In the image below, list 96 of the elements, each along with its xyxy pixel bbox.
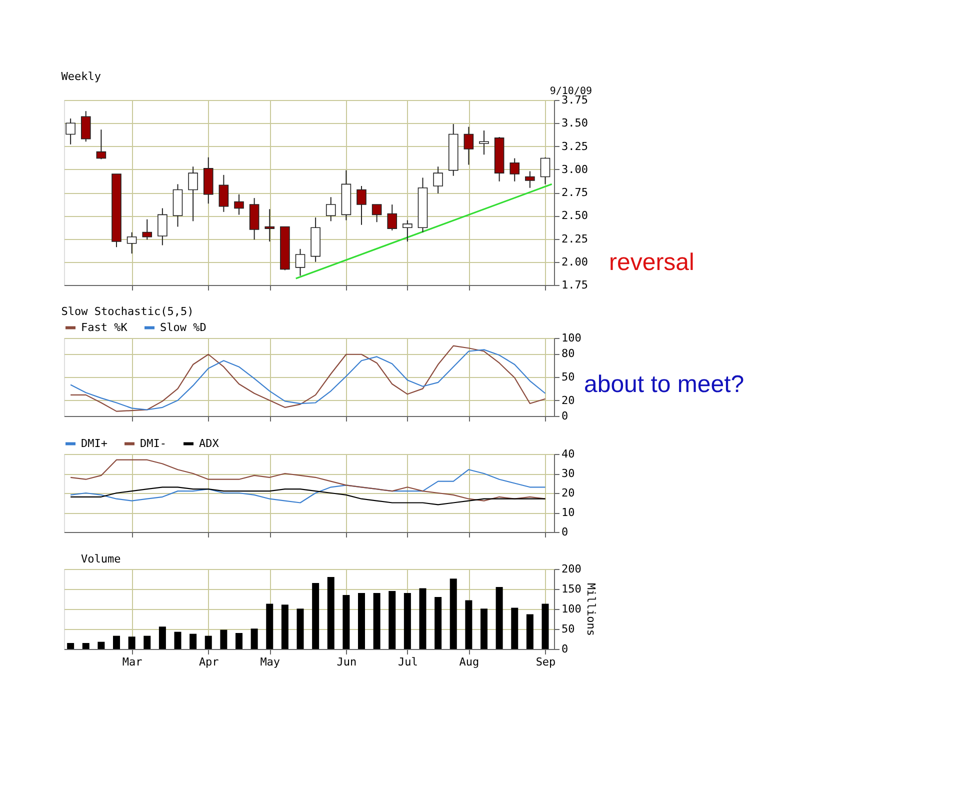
y-tick-label: 3.50 xyxy=(562,116,588,130)
x-tick-label: Jul xyxy=(398,656,418,668)
y-axis-title: Millions xyxy=(584,583,598,636)
bar xyxy=(266,604,274,649)
y-tick-label: 100 xyxy=(562,602,582,616)
x-tick-label: Mar xyxy=(122,656,143,668)
y-tick-label: 10 xyxy=(562,506,575,519)
bar xyxy=(158,626,166,649)
y-tick-label: 3.25 xyxy=(562,140,588,153)
candlestick xyxy=(264,208,275,242)
candlestick xyxy=(402,220,412,242)
candlestick xyxy=(142,218,152,240)
bar xyxy=(450,578,457,649)
bar xyxy=(358,593,365,649)
bar xyxy=(204,636,212,649)
chart-title: Weekly xyxy=(61,70,102,83)
legend-label: Fast %K xyxy=(81,320,128,334)
legend-label: DMI+ xyxy=(81,436,108,450)
y-tick-label: 0 xyxy=(562,410,568,422)
bar xyxy=(342,595,350,649)
bar xyxy=(82,643,90,649)
y-tick-label: 2.75 xyxy=(562,186,588,199)
chart-title: Slow Stochastic(5,5) xyxy=(61,305,194,318)
bar xyxy=(542,604,549,649)
candlestick xyxy=(510,158,520,182)
candlestick xyxy=(188,166,198,222)
y-tick-label: 2.25 xyxy=(562,232,588,246)
bar xyxy=(388,591,396,649)
text: about to meet? xyxy=(584,370,744,398)
x-tick-label: Jun xyxy=(336,656,357,668)
y-tick-label: 200 xyxy=(562,562,582,576)
bar xyxy=(373,593,380,649)
bar xyxy=(236,633,242,649)
y-tick-label: 50 xyxy=(562,370,575,384)
y-tick-label: 3.75 xyxy=(562,94,588,106)
bar xyxy=(98,642,105,649)
bar xyxy=(250,628,258,649)
candlestick xyxy=(295,248,306,276)
x-tick-label: May xyxy=(260,656,280,668)
x-tick-label: Apr xyxy=(198,656,220,668)
y-tick-label: 0 xyxy=(562,642,568,656)
bar xyxy=(526,614,534,649)
bar xyxy=(190,634,197,649)
bar xyxy=(404,593,411,649)
y-tick-label: 20 xyxy=(562,486,575,500)
y-tick-label: 3.00 xyxy=(562,162,588,176)
candlestick xyxy=(126,232,137,254)
bar xyxy=(327,577,334,649)
y-tick-label: 80 xyxy=(562,347,575,360)
text: Volume xyxy=(81,552,121,566)
bar xyxy=(281,604,288,649)
y-tick-label: 2.00 xyxy=(562,255,588,268)
y-tick-label: 1.75 xyxy=(562,278,588,292)
candlestick xyxy=(525,170,535,188)
legend-label: DMI- xyxy=(140,436,166,450)
bar xyxy=(496,587,503,649)
candlestick xyxy=(66,118,76,145)
y-tick-label: 100 xyxy=(562,332,582,344)
bar xyxy=(296,608,304,649)
bar xyxy=(480,608,488,649)
bar xyxy=(511,608,518,649)
candlestick xyxy=(479,130,489,156)
bar xyxy=(144,636,151,649)
bar xyxy=(128,636,136,649)
candlestick xyxy=(356,186,366,226)
y-tick-label: 50 xyxy=(562,622,575,636)
bar xyxy=(312,583,320,649)
y-tick-label: 150 xyxy=(562,582,582,596)
y-tick-label: 40 xyxy=(562,448,575,460)
bar xyxy=(465,600,472,649)
bar xyxy=(419,588,426,649)
bar xyxy=(67,643,74,649)
candlestick xyxy=(540,156,550,185)
x-tick-label: Sep xyxy=(536,656,556,668)
candlestick xyxy=(234,194,244,216)
legend-label: ADX xyxy=(199,436,220,450)
candlestick xyxy=(80,110,91,142)
legend-label: Slow %D xyxy=(160,320,206,334)
bar xyxy=(174,632,182,649)
candlestick xyxy=(326,196,336,222)
y-tick-label: 20 xyxy=(562,394,575,407)
bar xyxy=(434,597,442,649)
bar xyxy=(113,636,120,649)
candlestick xyxy=(372,204,382,223)
candlestick xyxy=(387,204,398,231)
y-tick-label: 30 xyxy=(562,467,575,480)
x-tick-label: Aug xyxy=(459,656,480,668)
candlestick xyxy=(433,166,443,194)
candlestick xyxy=(218,174,229,212)
candlestick xyxy=(96,129,106,160)
candlestick xyxy=(464,126,474,166)
text: reversal xyxy=(609,248,694,276)
y-tick-label: 0 xyxy=(562,526,568,538)
bar xyxy=(220,630,228,649)
candlestick xyxy=(158,208,168,246)
y-tick-label: 2.50 xyxy=(562,209,588,222)
